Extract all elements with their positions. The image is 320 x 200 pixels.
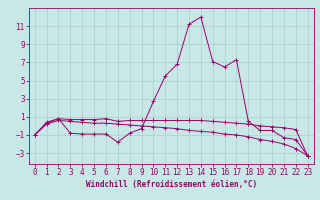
X-axis label: Windchill (Refroidissement éolien,°C): Windchill (Refroidissement éolien,°C) [86,180,257,189]
